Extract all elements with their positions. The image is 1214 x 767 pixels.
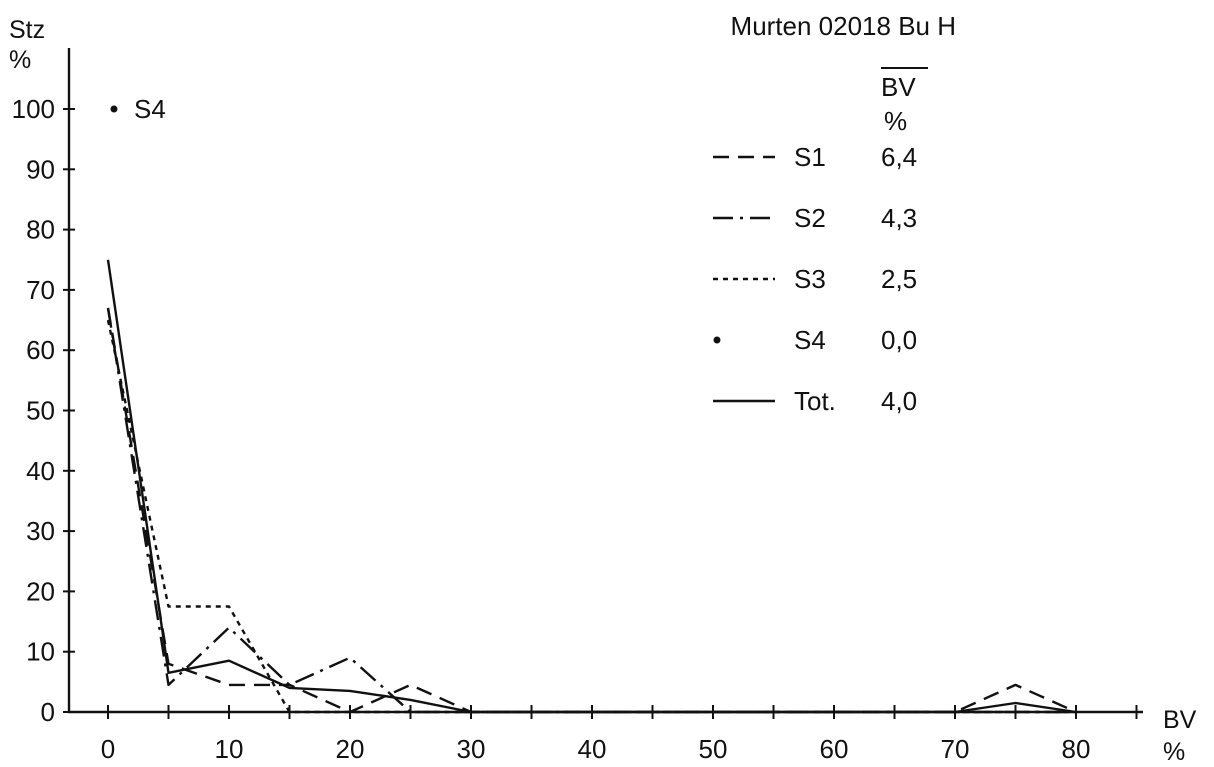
legend-tot-name: Tot. <box>794 386 836 416</box>
x-tick-label: 0 <box>101 734 115 764</box>
x-tick-label: 70 <box>941 734 970 764</box>
legend-header-unit: % <box>884 106 907 136</box>
x-tick-label: 20 <box>336 734 365 764</box>
legend-s2-mean: 4,3 <box>881 203 917 233</box>
chart-legend: BV % S1 6,4 S2 4,3 S3 2,5 S4 0,0 Tot. 4,0 <box>713 67 928 416</box>
legend-header-label: BV <box>881 72 916 102</box>
x-tick-label: 10 <box>215 734 244 764</box>
x-tick-label: 50 <box>699 734 728 764</box>
legend-s4-name: S4 <box>794 325 826 355</box>
x-tick-label: 30 <box>457 734 486 764</box>
x-tick-labels: 0 10 20 30 40 50 60 70 80 <box>101 734 1091 764</box>
y-tick-label: 40 <box>26 456 55 486</box>
series-s2-line <box>106 307 1076 714</box>
y-tick-label: 10 <box>26 637 55 667</box>
y-tick-label: 50 <box>26 396 55 426</box>
legend-s1-name: S1 <box>794 142 826 172</box>
y-tick-label: 70 <box>26 275 55 305</box>
plot-area: S4 <box>106 94 1077 714</box>
legend-s4-swatch <box>713 336 721 344</box>
x-axis-label: BV <box>1163 706 1197 734</box>
legend-tot-mean: 4,0 <box>881 386 917 416</box>
y-tick-label: 80 <box>26 215 55 245</box>
series-tot-line <box>106 259 1077 714</box>
legend-s3-name: S3 <box>794 264 826 294</box>
x-tick-label: 60 <box>820 734 849 764</box>
y-tick-label: 100 <box>12 94 55 124</box>
y-axis-label: Stz <box>9 16 45 44</box>
y-tick-label: 60 <box>26 335 55 365</box>
series-s1-line <box>106 307 1077 714</box>
x-tick-label: 80 <box>1062 734 1091 764</box>
chart-title: Murten 02018 Bu H <box>731 11 956 41</box>
x-axis-unit: % <box>1163 738 1185 766</box>
legend-s4-mean: 0,0 <box>881 325 917 355</box>
x-tick-label: 40 <box>578 734 607 764</box>
legend-s2-name: S2 <box>794 203 826 233</box>
series-s4-point-label: S4 <box>134 94 166 124</box>
legend-s3-mean: 2,5 <box>881 264 917 294</box>
y-tick-label: 0 <box>41 697 55 727</box>
y-tick-label: 90 <box>26 154 55 184</box>
series-s4-point <box>110 105 118 113</box>
chart-axes <box>63 48 1143 719</box>
series-s3-line <box>106 319 1076 714</box>
y-tick-label: 30 <box>26 516 55 546</box>
y-tick-labels: 0 10 20 30 40 50 60 70 80 90 100 <box>12 94 55 727</box>
y-axis-unit: % <box>9 46 31 74</box>
y-tick-label: 20 <box>26 576 55 606</box>
legend-s1-mean: 6,4 <box>881 142 917 172</box>
